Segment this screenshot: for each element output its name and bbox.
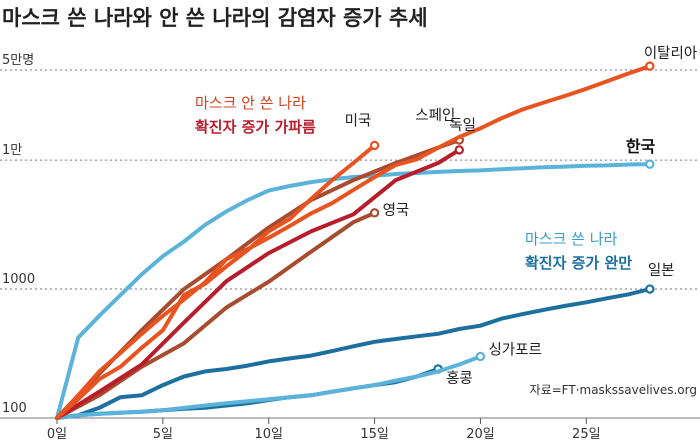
series-label: 한국 bbox=[626, 137, 656, 156]
series-label: 영국 bbox=[383, 202, 410, 219]
annotation-mask-line1: 마스크 쓴 나라 bbox=[525, 230, 618, 248]
annotation-no-mask-line2: 확진자 증가 가파름 bbox=[195, 118, 316, 136]
series-endpoint bbox=[645, 159, 655, 169]
series-line bbox=[55, 162, 652, 420]
y-tick-label: 100 bbox=[2, 401, 27, 416]
annotation-no-mask-line1: 마스크 안 쓴 나라 bbox=[195, 94, 306, 112]
x-tick-label: 5일 bbox=[153, 427, 173, 442]
source-note: 자료=FT·maskssavelives.org bbox=[530, 383, 697, 397]
series-endpoint bbox=[369, 208, 380, 218]
x-tick-label: 25일 bbox=[572, 427, 601, 442]
annotation-mask-line2: 확진자 증가 완만 bbox=[525, 254, 632, 272]
series-line bbox=[55, 354, 483, 420]
series-endpoint bbox=[454, 145, 464, 155]
series-line bbox=[55, 64, 652, 420]
series-line bbox=[55, 143, 377, 420]
series-endpoint bbox=[645, 61, 655, 71]
series-line bbox=[55, 367, 441, 420]
x-tick-label: 10일 bbox=[254, 427, 283, 442]
series-endpoint bbox=[475, 351, 486, 362]
annotation-no-mask: 마스크 안 쓴 나라 확진자 증가 가파름 bbox=[195, 94, 316, 136]
series-line bbox=[55, 210, 377, 420]
series-layer bbox=[55, 61, 655, 420]
x-tick-label: 20일 bbox=[466, 427, 495, 442]
grid: 100 1000 1만 5만명 0일 5일 10일 15일 20일 25일 bbox=[0, 53, 700, 442]
series-line bbox=[55, 147, 462, 420]
x-tick-label: 0일 bbox=[47, 427, 67, 442]
series-label: 독일 bbox=[449, 117, 476, 134]
series-label: 이탈리아 bbox=[644, 45, 697, 62]
chart-title: 마스크 쓴 나라와 안 쓴 나라의 감염자 증가 추세 bbox=[2, 6, 428, 30]
series-endpoint bbox=[369, 140, 380, 151]
y-tick-label: 1000 bbox=[2, 272, 35, 287]
series-label: 싱가포르 bbox=[488, 341, 541, 358]
y-tick-label: 1만 bbox=[2, 143, 22, 158]
series-label: 일본 bbox=[648, 262, 675, 279]
series-label: 미국 bbox=[345, 112, 372, 129]
y-tick-label: 5만명 bbox=[2, 53, 34, 68]
series-line bbox=[55, 138, 462, 420]
x-tick-label: 15일 bbox=[360, 427, 389, 442]
series-line bbox=[55, 287, 652, 420]
annotation-mask: 마스크 쓴 나라 확진자 증가 완만 bbox=[525, 230, 632, 272]
series-label: 스페인 bbox=[415, 107, 455, 124]
series-label: 홍콩 bbox=[446, 370, 473, 387]
series-endpoint bbox=[645, 284, 655, 294]
